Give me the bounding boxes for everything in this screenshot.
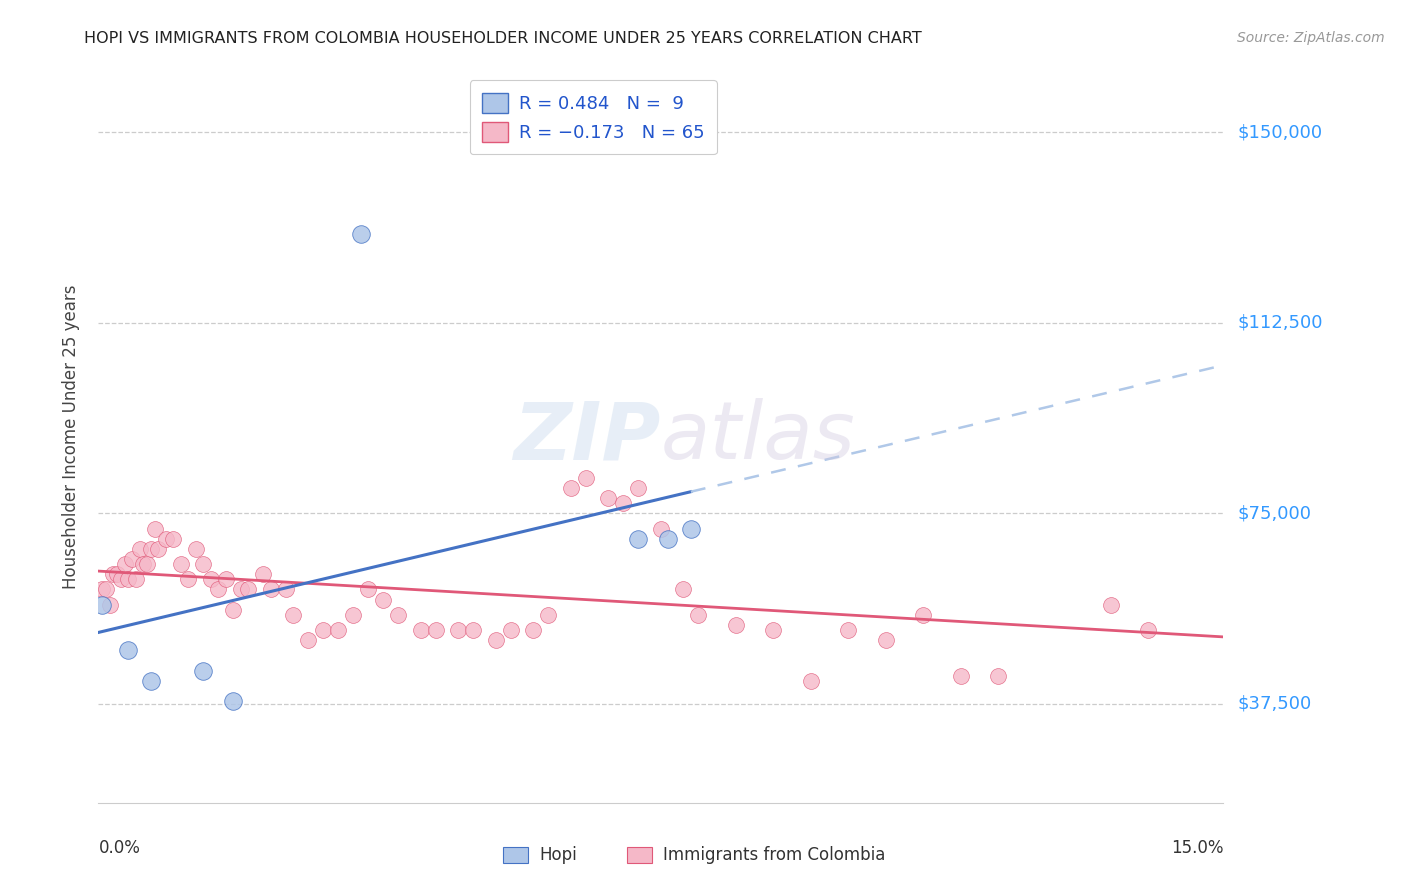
FancyBboxPatch shape: [627, 847, 652, 863]
Point: [598, 491, 620, 505]
Point: [128, 541, 150, 556]
Point: [560, 481, 582, 495]
Point: [297, 633, 319, 648]
Point: [537, 607, 560, 622]
Point: [1099, 598, 1122, 612]
Point: [184, 541, 207, 556]
Point: [949, 669, 972, 683]
Point: [94, 582, 117, 597]
Point: [117, 572, 139, 586]
Point: [612, 496, 634, 510]
Text: Source: ZipAtlas.com: Source: ZipAtlas.com: [1237, 31, 1385, 45]
Point: [125, 572, 148, 586]
Point: [91, 582, 114, 597]
Point: [283, 607, 305, 622]
Point: [357, 582, 380, 597]
Point: [117, 643, 139, 657]
Text: $150,000: $150,000: [1237, 123, 1322, 141]
Text: $75,000: $75,000: [1237, 504, 1312, 523]
Point: [222, 603, 245, 617]
Text: Immigrants from Colombia: Immigrants from Colombia: [664, 846, 886, 863]
Point: [103, 567, 125, 582]
Text: $112,500: $112,500: [1237, 314, 1323, 332]
Point: [132, 557, 155, 571]
Text: $37,500: $37,500: [1237, 695, 1312, 713]
Point: [252, 567, 274, 582]
Text: HOPI VS IMMIGRANTS FROM COLOMBIA HOUSEHOLDER INCOME UNDER 25 YEARS CORRELATION C: HOPI VS IMMIGRANTS FROM COLOMBIA HOUSEHO…: [84, 31, 922, 46]
Point: [98, 598, 121, 612]
Point: [91, 598, 114, 612]
Point: [139, 541, 162, 556]
Point: [143, 521, 166, 535]
Point: [762, 623, 785, 637]
Point: [177, 572, 200, 586]
Y-axis label: Householder Income Under 25 years: Householder Income Under 25 years: [62, 285, 80, 590]
Text: atlas: atlas: [661, 398, 856, 476]
Text: 0.0%: 0.0%: [98, 839, 141, 857]
Point: [193, 557, 215, 571]
Point: [136, 557, 159, 571]
Point: [215, 572, 238, 586]
Legend: R = 0.484   N =  9, R = −0.173   N = 65: R = 0.484 N = 9, R = −0.173 N = 65: [470, 80, 717, 154]
Point: [148, 541, 170, 556]
Point: [724, 618, 747, 632]
Point: [499, 623, 522, 637]
Point: [688, 607, 710, 622]
Point: [200, 572, 222, 586]
Point: [679, 521, 702, 535]
Point: [350, 227, 373, 241]
Point: [627, 481, 650, 495]
Point: [342, 607, 364, 622]
Point: [409, 623, 432, 637]
Point: [373, 592, 395, 607]
Point: [627, 532, 650, 546]
Point: [274, 582, 297, 597]
Point: [114, 557, 136, 571]
Point: [1137, 623, 1160, 637]
Point: [260, 582, 283, 597]
Point: [987, 669, 1010, 683]
FancyBboxPatch shape: [503, 847, 529, 863]
Point: [650, 521, 672, 535]
Point: [672, 582, 695, 597]
Text: 15.0%: 15.0%: [1171, 839, 1223, 857]
Point: [162, 532, 184, 546]
Point: [105, 567, 128, 582]
Point: [912, 607, 935, 622]
Point: [139, 673, 162, 688]
Text: ZIP: ZIP: [513, 398, 661, 476]
Point: [207, 582, 229, 597]
Point: [522, 623, 544, 637]
Point: [110, 572, 132, 586]
Point: [425, 623, 447, 637]
Point: [387, 607, 409, 622]
Point: [800, 673, 823, 688]
Point: [155, 532, 177, 546]
Point: [657, 532, 679, 546]
Point: [837, 623, 859, 637]
Point: [463, 623, 485, 637]
Point: [328, 623, 350, 637]
Point: [121, 552, 143, 566]
Point: [222, 694, 245, 708]
Point: [575, 471, 598, 485]
Point: [229, 582, 252, 597]
Point: [170, 557, 193, 571]
Point: [193, 664, 215, 678]
Point: [875, 633, 897, 648]
Point: [485, 633, 508, 648]
Point: [238, 582, 260, 597]
Point: [312, 623, 335, 637]
Text: Hopi: Hopi: [540, 846, 576, 863]
Point: [447, 623, 470, 637]
